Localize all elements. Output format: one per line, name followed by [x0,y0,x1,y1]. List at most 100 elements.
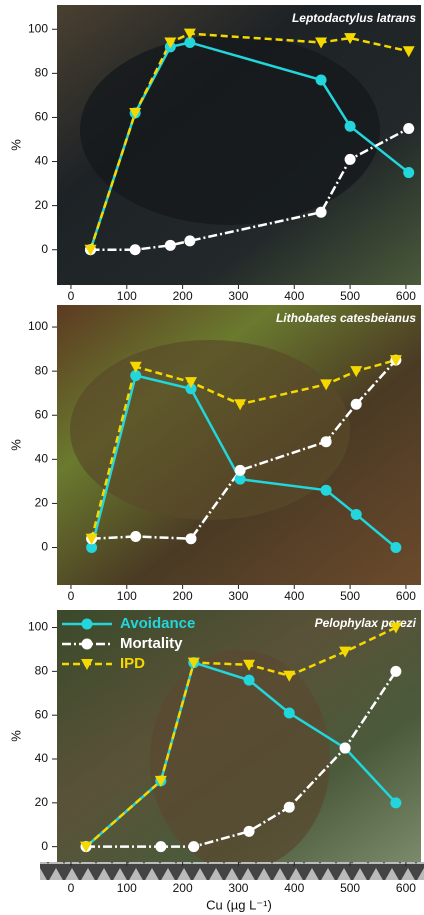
y-axis-label: % [8,139,23,151]
x-tick-label: 0 [68,881,75,895]
x-tick-label: 100 [117,589,137,603]
circle-marker [184,36,196,48]
circle-marker [283,707,295,719]
y-tick-label: 60 [35,110,49,124]
circle-marker [81,618,93,630]
x-tick-label: 400 [284,289,304,303]
panel: 0 20 40 60 80 100 0 100 200 300 400 500 600% Leptodac… [8,11,416,303]
triangle-marker [234,399,247,411]
y-tick-label: 20 [35,496,49,510]
circle-marker [155,841,167,853]
triangle-marker [283,670,296,682]
photo-strip [40,862,424,880]
circle-marker [243,674,255,686]
panel: 0 20 40 60 80 100 0 100 200 300 400 500 600% Lithobat… [8,311,416,603]
legend: Avoidance Mortality IPD [62,615,195,672]
triangle-marker [389,355,402,367]
x-tick-label: 500 [340,589,360,603]
y-tick-label: 20 [35,198,49,212]
circle-marker [86,542,98,554]
triangle-marker [85,533,98,545]
x-tick-label: 500 [340,289,360,303]
circle-marker [344,120,356,132]
triangle-marker [243,659,256,671]
panel: 0 20 40 60 80 100 0 100 200 300 400 500 600% Cu (µg L… [8,616,416,912]
y-tick-label: 60 [35,407,49,421]
circle-marker [344,153,356,165]
x-tick-label: 600 [396,881,416,895]
x-tick-label: 600 [396,589,416,603]
triangle-marker [389,622,402,634]
x-axis-label: Cu (µg L⁻¹) [206,897,272,912]
circle-marker [315,206,327,218]
legend-label: Avoidance [120,615,195,632]
y-tick-label: 100 [28,21,48,35]
y-tick-label: 40 [35,751,49,765]
y-tick-label: 0 [41,242,48,256]
x-tick-label: 0 [68,589,75,603]
circle-marker [390,542,402,554]
triangle-marker [129,361,142,373]
panel-title: Pelophylax perezi [315,616,417,630]
triangle-marker [315,37,328,49]
y-tick-label: 0 [41,839,48,853]
y-tick-label: 0 [41,540,48,554]
circle-marker [350,508,362,520]
triangle-marker [184,377,197,389]
circle-marker [390,797,402,809]
y-tick-label: 20 [35,795,49,809]
y-tick-label: 40 [35,154,49,168]
y-tick-label: 40 [35,452,49,466]
photo-background [70,340,350,520]
triangle-marker [81,659,93,670]
x-tick-label: 400 [284,881,304,895]
circle-marker [129,244,141,256]
x-tick-label: 500 [340,881,360,895]
y-tick-label: 100 [28,319,48,333]
triangle-marker [344,33,357,45]
circle-marker [184,235,196,247]
triangle-marker [402,46,415,58]
backgrounds [40,5,424,880]
circle-marker [188,841,200,853]
x-tick-label: 0 [68,289,75,303]
triangle-marker [164,37,177,49]
panel-title: Lithobates catesbeianus [276,311,416,325]
legend-label: Mortality [120,635,183,652]
triangle-marker [80,841,93,853]
circle-marker [403,122,415,134]
x-tick-label: 100 [117,289,137,303]
triangle-marker [187,657,200,669]
circle-marker [403,167,415,179]
triangle-marker [350,366,363,378]
circle-marker [350,398,362,410]
x-tick-label: 200 [173,289,193,303]
circle-marker [130,370,142,382]
photo-background [80,35,380,225]
photo-background [150,650,330,870]
triangle-marker [320,379,333,391]
circle-marker [339,742,351,754]
y-tick-label: 100 [28,620,48,634]
circle-marker [315,74,327,86]
y-tick-label: 80 [35,66,49,80]
x-tick-label: 100 [117,881,137,895]
legend-label: IPD [120,655,145,672]
x-tick-label: 600 [396,289,416,303]
circle-marker [283,801,295,813]
circle-marker [81,638,93,650]
y-axis-label: % [8,730,23,742]
circle-marker [164,239,176,251]
circle-marker [320,484,332,496]
panel-title: Leptodactylus latrans [292,11,416,25]
x-tick-label: 200 [173,881,193,895]
triangle-marker [129,108,142,120]
circle-marker [243,825,255,837]
circle-marker [390,665,402,677]
circle-marker [320,436,332,448]
x-tick-label: 300 [228,589,248,603]
triangle-marker [84,244,97,256]
x-tick-label: 400 [284,589,304,603]
x-tick-label: 200 [173,589,193,603]
